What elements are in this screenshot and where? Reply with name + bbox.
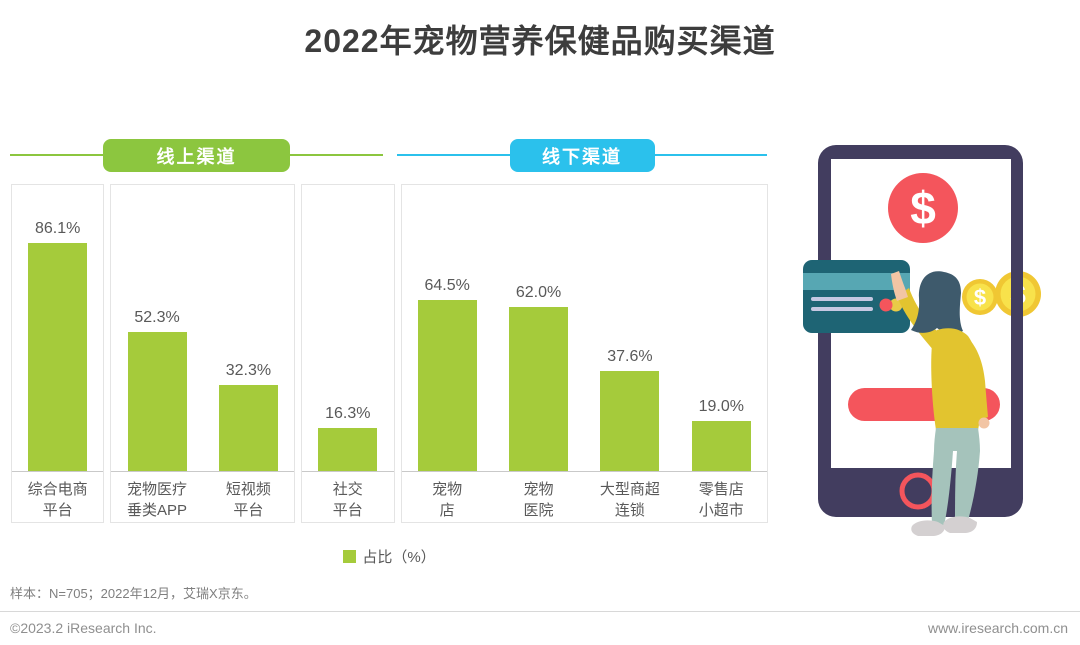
bar [691,420,751,471]
bar-value-label: 86.1% [35,219,81,237]
chart-panel: 52.3% 宠物医疗 垂类APP 32.3% 短视频 平台 [110,184,296,523]
chart-panel: 16.3% 社交 平台 [301,184,395,523]
bar-value-label: 52.3% [134,309,180,327]
bar-value-label: 64.5% [424,277,470,295]
chart: 86.1% 综合电商 平台 52.3% 宠物医疗 垂类APP 32.3% 短视频 平台 16.3%… [11,184,768,523]
bar-plot-area: 86.1% [12,185,104,472]
bar-column: 62.0% 宠物 医院 [492,185,585,522]
payment-illustration: $ $ $ [803,145,1041,536]
legend-swatch-icon [343,550,357,563]
bar-column: 86.1% 综合电商 平台 [12,185,104,522]
footer-bar: ©2023.2 iResearch Inc. www.iresearch.com… [10,620,1068,636]
bar [509,306,569,471]
bar-value-label: 16.3% [325,404,371,422]
bar-plot-area: 64.5% [401,185,493,472]
dollar-sign: $ [910,182,936,234]
legend: 占比（%） [11,546,768,567]
copyright-text: ©2023.2 iResearch Inc. [10,620,157,636]
woman-illustration [891,271,990,536]
sample-footnote: 样本：N=705；2022年12月，艾瑞X京东。 [10,586,257,601]
bar [28,242,88,471]
bar [218,385,278,471]
category-label: 短视频 平台 [225,481,271,519]
bar-column: 32.3% 短视频 平台 [202,185,295,522]
online-channel-badge: 线上渠道 [103,139,290,172]
category-label: 综合电商 平台 [27,481,88,519]
footer-divider [0,611,1080,612]
bar-column: 64.5% 宠物店 [401,185,493,522]
bar-column: 16.3% 社交 平台 [302,185,394,522]
phone-frame [818,145,1023,517]
category-label: 零售店 小超市 [698,481,744,519]
bar-column: 19.0% 零售店 小超市 [675,185,767,522]
legend-label: 占比（%） [362,549,436,566]
page-title: 2022年宠物营养保健品购买渠道 [304,23,776,59]
category-label: 宠物店 [432,481,463,519]
bar-plot-area: 19.0% [675,185,767,472]
bar-value-label: 32.3% [225,362,272,380]
category-label: 大型商超 连锁 [599,481,660,519]
offline-channel-badge: 线下渠道 [509,139,655,172]
bar-plot-area: 32.3% [202,185,295,472]
bar-value-label: 62.0% [515,283,562,301]
coin-small-icon: $ [962,279,998,315]
bar [127,332,187,471]
bar [600,371,660,471]
category-label: 宠物 医院 [523,481,554,519]
website-text: www.iresearch.com.cn [927,620,1068,636]
bar-value-label: 37.6% [607,348,653,366]
bar-column: 37.6% 大型商超 连锁 [584,185,676,522]
category-label: 宠物医疗 垂类APP [127,481,188,519]
chart-panel: 86.1% 综合电商 平台 [11,184,105,523]
bar-plot-area: 37.6% [584,185,676,472]
dollar-circle-icon [888,173,958,243]
chart-panel: 64.5% 宠物店 62.0% 宠物 医院 37.6% 大型商超 连锁 19.0% 零售店 小超市 [400,184,768,523]
bar-plot-area: 62.0% [492,185,585,472]
category-label: 社交 平台 [332,481,363,519]
online-channel-header: 线上渠道 [10,139,383,172]
svg-text:$: $ [974,285,986,310]
bar-value-label: 19.0% [698,397,744,415]
bar-plot-area: 16.3% [302,185,394,472]
bar-plot-area: 52.3% [111,185,203,472]
bar-column: 52.3% 宠物医疗 垂类APP [111,185,203,522]
bar [417,300,477,471]
credit-card-icon [803,260,910,333]
offline-channel-header: 线下渠道 [397,139,767,172]
bar [318,427,378,471]
